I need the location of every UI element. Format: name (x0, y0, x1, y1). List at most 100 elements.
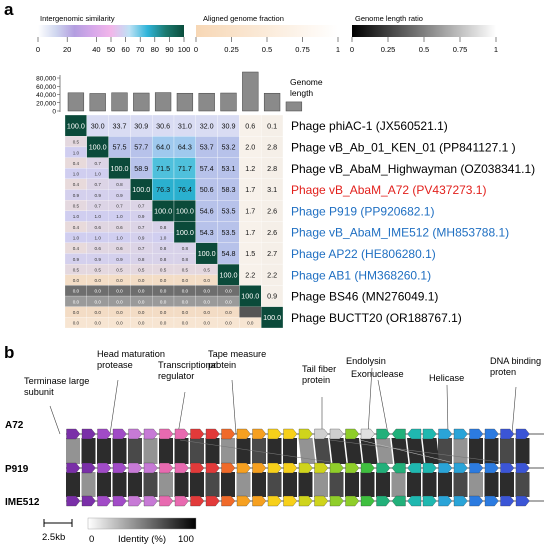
gene-arrow (205, 495, 220, 507)
gene-arrow (252, 462, 267, 474)
gene-arrow (97, 462, 112, 474)
matrix-subvalue: 0.0 (204, 289, 211, 294)
gene-arrow (345, 495, 360, 507)
similarity-tick-label: 90 (165, 45, 173, 54)
gene-arrow (407, 495, 422, 507)
synteny-ribbon (500, 472, 514, 497)
synteny-map (66, 428, 544, 507)
gene-arrow (314, 462, 329, 474)
synteny-ribbon (236, 472, 251, 497)
matrix-subvalue: 0.0 (138, 321, 145, 326)
legend-aligned-ticks: 0 0.25 0.5 0.75 1 (194, 37, 340, 54)
genome-length-label: Genome (290, 77, 323, 87)
gene-arrow (500, 495, 515, 507)
gene-arrow (283, 462, 298, 474)
phage-label: Phage BUCTT20 (OR188767.1) (291, 311, 462, 325)
genome-label: A72 (5, 420, 24, 431)
gene-arrow (453, 428, 468, 440)
synteny-ribbon (469, 438, 483, 464)
synteny-ribbon (81, 472, 96, 497)
matrix-subvalue: 0.5 (73, 204, 80, 209)
synteny-ribbon (81, 438, 96, 464)
length-tick-label: 0.75 (453, 45, 468, 54)
legend-similarity: Intergenomic similarity 0 20 40 50 60 70 80 90 1… (36, 14, 190, 54)
annotation-label: protease (97, 360, 133, 370)
matrix-value: 50.6 (200, 185, 214, 194)
gene-arrow (221, 495, 236, 507)
synteny-ribbon (143, 472, 158, 497)
matrix-subvalue: 0.7 (95, 161, 102, 166)
genome-label: P919 (5, 464, 29, 475)
matrix-value: 30.9 (134, 121, 148, 130)
matrix-subvalue: 0.0 (73, 321, 80, 326)
matrix-subvalue: 0.4 (73, 161, 80, 166)
matrix-value: 100.0 (89, 143, 107, 152)
genome-length-tick: 60,000 (36, 84, 56, 91)
synteny-ribbon (128, 472, 142, 497)
gene-arrow (221, 428, 236, 440)
genome-length-bar (67, 92, 85, 112)
gene-arrow (174, 495, 189, 507)
aligned-tick-label: 1 (336, 45, 340, 54)
similarity-tick-label: 60 (121, 45, 129, 54)
similarity-tick-label: 20 (63, 45, 71, 54)
synteny-ribbon (453, 472, 468, 497)
synteny-ribbon (112, 472, 127, 497)
synteny-ribbon (97, 438, 111, 464)
synteny-ribbon (407, 472, 421, 497)
gene-arrow (236, 462, 251, 474)
matrix-subvalue: 0.0 (138, 278, 145, 283)
synteny-ribbon (438, 438, 452, 464)
matrix-value: 30.9 (222, 121, 236, 130)
legend-length-bar (352, 25, 496, 37)
matrix-subvalue: 0.0 (95, 321, 102, 326)
matrix-value: 30.0 (91, 121, 105, 130)
gene-arrow (407, 428, 422, 440)
synteny-ribbon (376, 472, 390, 497)
gene-arrow (360, 495, 375, 507)
gene-arrow (407, 462, 422, 474)
gene-arrow (515, 428, 530, 440)
matrix-value: 3.1 (267, 185, 277, 194)
gene-arrow (298, 495, 313, 507)
matrix-subvalue: 1.0 (95, 235, 102, 240)
matrix-value: 32.0 (200, 121, 214, 130)
matrix-subvalue: 0.0 (204, 299, 211, 304)
gene-arrow (143, 462, 158, 474)
gene-arrow (500, 462, 515, 474)
gene-arrow (484, 428, 499, 440)
synteny-ribbon (298, 472, 313, 497)
matrix-subvalue: 0.6 (95, 225, 102, 230)
matrix-subvalue: 0.0 (160, 289, 167, 294)
synteny-ribbon (422, 472, 437, 497)
synteny-ribbon (221, 438, 235, 464)
matrix-subvalue: 0.8 (116, 182, 123, 187)
matrix-value: 2.0 (245, 143, 255, 152)
annotation-label: Tail fiber (302, 364, 336, 374)
gene-arrow (345, 462, 360, 474)
matrix-value: 100.0 (176, 206, 194, 215)
gene-arrow (391, 462, 406, 474)
synteny-ribbon (484, 472, 499, 497)
synteny-ribbon (205, 438, 220, 464)
synteny-ribbon (221, 472, 235, 497)
legend-similarity-title: Intergenomic similarity (40, 14, 115, 23)
matrix-subvalue: 0.4 (73, 246, 80, 251)
matrix-value: 2.8 (267, 164, 277, 173)
panel-a-label: a (4, 0, 14, 19)
genome-length-bar (154, 92, 172, 112)
matrix-value: 2.8 (267, 143, 277, 152)
matrix-subvalue: 0.0 (225, 321, 232, 326)
synteny-ribbon (159, 472, 173, 497)
matrix-subvalue: 0.9 (73, 193, 80, 198)
matrix-subvalue: 0.0 (225, 289, 232, 294)
synteny-ribbon (174, 472, 189, 497)
matrix-subvalue: 0.0 (160, 299, 167, 304)
annotation-leader (231, 379, 237, 435)
matrix-subvalue: 0.0 (73, 289, 80, 294)
annotation-label: Endolysin (346, 356, 386, 366)
matrix-subvalue: 0.0 (160, 310, 167, 315)
matrix-subvalue: 0.0 (204, 321, 211, 326)
matrix-value: 33.7 (113, 121, 127, 130)
annotation-label: Transcriptional (158, 360, 218, 370)
